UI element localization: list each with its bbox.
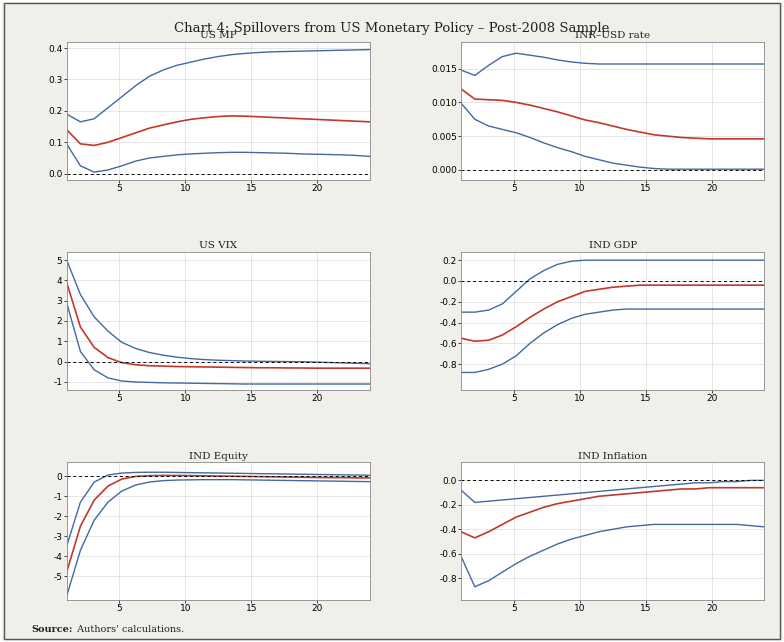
Title: IND Equity: IND Equity [189, 451, 248, 460]
Text: Source:: Source: [31, 625, 73, 634]
Text: Authors' calculations.: Authors' calculations. [74, 625, 184, 634]
Title: US MP: US MP [200, 31, 237, 40]
Title: IND Inflation: IND Inflation [578, 451, 648, 460]
Title: INR–USD rate: INR–USD rate [575, 31, 650, 40]
Text: Chart 4: Spillovers from US Monetary Policy – Post-2008 Sample: Chart 4: Spillovers from US Monetary Pol… [174, 22, 610, 35]
Title: US VIX: US VIX [199, 241, 238, 250]
Title: IND GDP: IND GDP [589, 241, 637, 250]
